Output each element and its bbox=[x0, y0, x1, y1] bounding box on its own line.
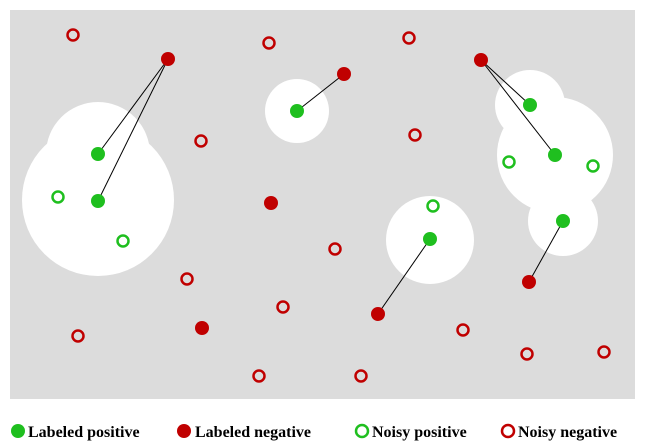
noisy-positive-point bbox=[51, 190, 65, 204]
labeled-positive-points bbox=[91, 98, 570, 246]
noisy-negative-point bbox=[180, 272, 194, 286]
noisy-negative-point bbox=[262, 36, 276, 50]
labeled-negative-point bbox=[371, 307, 385, 321]
noisy-negative-point bbox=[66, 28, 80, 42]
labeled-negative-point bbox=[264, 196, 278, 210]
link bbox=[480, 59, 556, 156]
legend-labeled-positive-icon bbox=[11, 424, 25, 438]
noisy-negative-point bbox=[354, 369, 368, 383]
link bbox=[480, 59, 531, 106]
labeled-negative-point bbox=[161, 52, 175, 66]
labeled-negative-point bbox=[195, 321, 209, 335]
noisy-negative-point bbox=[71, 329, 85, 343]
legend-labeled-negative-label: Labeled negative bbox=[195, 424, 311, 441]
legend: Labeled positive Labeled negative Noisy … bbox=[11, 423, 617, 441]
noisy-positive-points bbox=[51, 155, 600, 248]
labeled-positive-point bbox=[423, 232, 437, 246]
noisy-negative-point bbox=[194, 134, 208, 148]
labeled-positive-point bbox=[290, 104, 304, 118]
labeled-positive-point bbox=[91, 147, 105, 161]
noisy-positive-point bbox=[426, 199, 440, 213]
labeled-positive-point bbox=[556, 214, 570, 228]
legend-labeled-positive-label: Labeled positive bbox=[28, 424, 140, 441]
link bbox=[528, 220, 564, 283]
legend-noisy-positive-label: Noisy positive bbox=[372, 424, 467, 441]
labeled-negative-point bbox=[474, 53, 488, 67]
noisy-negative-point bbox=[402, 31, 416, 45]
noisy-negative-point bbox=[408, 128, 422, 142]
neighborhood-regions bbox=[22, 70, 613, 284]
labeled-positive-point bbox=[548, 148, 562, 162]
noisy-positive-point bbox=[502, 155, 516, 169]
links bbox=[97, 58, 564, 315]
link bbox=[377, 238, 431, 315]
link bbox=[296, 73, 345, 112]
legend-noisy-negative-label: Noisy negative bbox=[518, 424, 617, 441]
labeled-negative-point bbox=[337, 67, 351, 81]
labeled-negative-points bbox=[161, 52, 536, 335]
legend-noisy-negative-icon bbox=[500, 423, 516, 439]
link bbox=[97, 58, 169, 202]
legend-noisy-positive-icon bbox=[354, 423, 370, 439]
noisy-negative-point bbox=[597, 345, 611, 359]
noisy-positive-point bbox=[586, 159, 600, 173]
noisy-negative-points bbox=[66, 28, 611, 383]
noisy-negative-point bbox=[328, 242, 342, 256]
noisy-negative-point bbox=[456, 323, 470, 337]
labeled-positive-point bbox=[91, 194, 105, 208]
legend-labeled-negative-icon bbox=[177, 424, 191, 438]
noisy-positive-point bbox=[116, 234, 130, 248]
noisy-negative-point bbox=[276, 300, 290, 314]
noisy-negative-point bbox=[520, 347, 534, 361]
link bbox=[97, 58, 169, 155]
noisy-negative-point bbox=[252, 369, 266, 383]
labeled-positive-point bbox=[523, 98, 537, 112]
labeled-negative-point bbox=[522, 275, 536, 289]
